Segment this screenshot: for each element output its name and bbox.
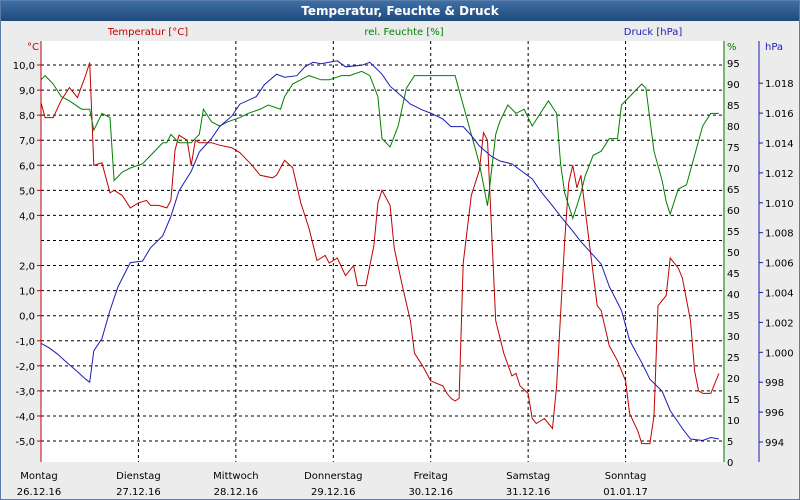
axes: Montag 26.12.16 Dienstag 27.12.16 Mittwoch 28… — [13, 41, 794, 498]
humidity-tick-label: 80 — [727, 122, 740, 133]
humidity-tick-label: 35 — [727, 311, 740, 322]
pressure-tick-label: 1.012 — [765, 169, 794, 180]
temperature-tick-label: 6,0 — [19, 161, 35, 172]
humidity-tick-label: 50 — [727, 248, 740, 259]
temperature-tick-label: 8,0 — [19, 111, 35, 122]
pressure-tick-label: 1.010 — [765, 199, 794, 210]
temperature-tick-label: -1,0 — [15, 337, 35, 348]
temperature-tick-label: 10,0 — [13, 61, 35, 72]
humidity-tick-label: 90 — [727, 80, 740, 91]
pressure-tick-label: 1.004 — [765, 289, 794, 300]
temperature-tick-label: 4,0 — [19, 211, 35, 222]
temperature-tick-label: -5,0 — [15, 437, 35, 448]
humidity-unit: % — [727, 42, 737, 53]
x-tick-day: Donnerstag — [304, 471, 362, 482]
temperature-unit: °C — [27, 42, 39, 53]
pressure-tick-label: 996 — [765, 408, 784, 419]
temperature-tick-label: -2,0 — [15, 362, 35, 373]
pressure-tick-label: 1.018 — [765, 79, 794, 90]
plot-area — [41, 41, 723, 462]
temperature-tick-label: 0,0 — [19, 312, 35, 323]
humidity-tick-label: 85 — [727, 101, 740, 112]
pressure-line — [40, 60, 719, 442]
x-tick-date: 31.12.16 — [506, 487, 551, 498]
humidity-tick-label: 15 — [727, 395, 740, 406]
humidity-tick-label: 55 — [727, 227, 740, 238]
temperature-axis-title: Temperatur [°C] — [107, 27, 188, 38]
humidity-line — [40, 70, 719, 221]
series-lines — [40, 60, 720, 445]
pressure-tick-label: 1.006 — [765, 259, 794, 270]
x-tick-date: 30.12.16 — [408, 487, 453, 498]
pressure-tick-label: 1.002 — [765, 318, 794, 329]
x-tick-date: 29.12.16 — [311, 487, 356, 498]
x-tick-date: 27.12.16 — [116, 487, 161, 498]
temperature-tick-label: 1,0 — [19, 287, 35, 298]
humidity-tick-label: 20 — [727, 374, 740, 385]
temperature-tick-label: 2,0 — [19, 262, 35, 273]
window-title: Temperatur, Feuchte & Druck — [1, 1, 799, 21]
humidity-axis-title: rel. Feuchte [%] — [364, 27, 443, 38]
temperature-line — [40, 62, 720, 445]
humidity-tick-label: 5 — [727, 437, 733, 448]
x-tick-day: Mittwoch — [213, 471, 258, 482]
temperature-tick-label: 9,0 — [19, 86, 35, 97]
pressure-tick-label: 1.008 — [765, 229, 794, 240]
x-tick-day: Sonntag — [605, 471, 647, 482]
humidity-tick-label: 65 — [727, 185, 740, 196]
temperature-tick-label: -4,0 — [15, 412, 35, 423]
pressure-axis-title: Druck [hPa] — [624, 27, 683, 38]
pressure-tick-label: 998 — [765, 378, 784, 389]
temperature-tick-label: 7,0 — [19, 136, 35, 147]
temperature-tick-label: -3,0 — [15, 387, 35, 398]
humidity-tick-label: 30 — [727, 332, 740, 343]
humidity-tick-label: 45 — [727, 269, 740, 280]
pressure-tick-label: 994 — [765, 438, 784, 449]
humidity-tick-label: 25 — [727, 353, 740, 364]
x-tick-date: 28.12.16 — [214, 487, 259, 498]
humidity-tick-label: 40 — [727, 290, 740, 301]
x-tick-date: 26.12.16 — [17, 487, 62, 498]
pressure-tick-label: 1.016 — [765, 109, 794, 120]
x-tick-day: Dienstag — [116, 471, 161, 482]
pressure-tick-label: 1.000 — [765, 348, 794, 359]
grid — [41, 41, 723, 462]
x-tick-date: 01.01.17 — [603, 487, 648, 498]
humidity-tick-label: 10 — [727, 416, 740, 427]
humidity-tick-label: 60 — [727, 206, 740, 217]
x-tick-day: Montag — [20, 471, 57, 482]
pressure-tick-label: 1.014 — [765, 139, 794, 150]
humidity-tick-label: 0 — [727, 458, 733, 469]
humidity-tick-label: 95 — [727, 59, 740, 70]
humidity-tick-label: 70 — [727, 164, 740, 175]
x-tick-day: Samstag — [506, 471, 550, 482]
x-tick-day: Freitag — [414, 471, 448, 482]
pressure-unit: hPa — [765, 42, 783, 53]
temperature-tick-label: 5,0 — [19, 186, 35, 197]
humidity-tick-label: 75 — [727, 143, 740, 154]
